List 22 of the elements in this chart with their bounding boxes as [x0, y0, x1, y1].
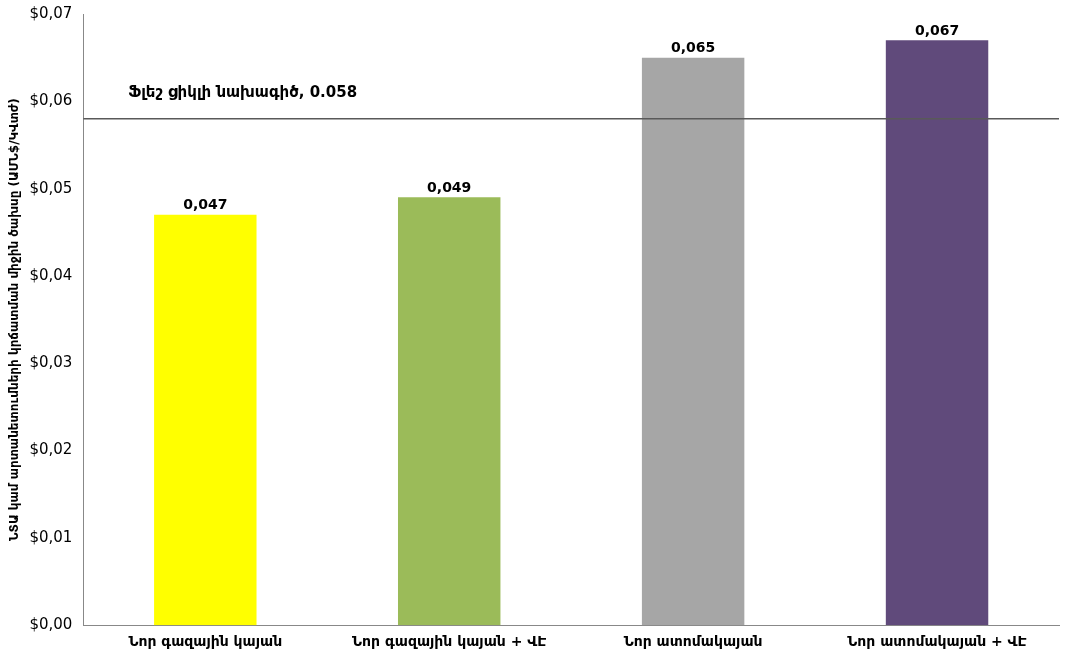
y-tick-label: $0,03: [29, 353, 73, 372]
data-label: 0,067: [914, 21, 960, 38]
data-label: 0,065: [670, 39, 716, 56]
x-tick-label: Նոր գազային կայան: [128, 633, 283, 650]
y-tick-label: $0,06: [29, 91, 73, 110]
data-label: 0,049: [427, 179, 472, 195]
y-tick-label: $0,00: [29, 615, 73, 634]
bar: [154, 214, 257, 626]
bar: [885, 40, 989, 626]
bar: [641, 57, 745, 626]
data-label: 0,047: [183, 196, 228, 213]
y-axis-title: ՆՏԱ կամ արտանետումների կրճատման միջին ծախսը (ԱՄՆ$/ԿՎտժ): [7, 98, 22, 542]
y-tick-label: $0,07: [29, 3, 73, 22]
y-tick-label: $0,04: [29, 265, 73, 284]
y-tick-label: $0,05: [29, 178, 73, 197]
x-tick-label: Նոր ատոմակայան + ՎԷ: [847, 633, 1027, 650]
y-tick-label: $0,02: [29, 440, 73, 459]
ref-line-label: Ֆլեշ ցիկլի նախագիծ, 0.058: [128, 83, 358, 102]
y-tick-label: $0,01: [29, 527, 73, 546]
bar: [397, 197, 501, 626]
x-tick-label: Նոր գազային կայան + ՎԷ: [352, 633, 547, 650]
x-tick-label: Նոր ատոմակայան: [623, 633, 763, 650]
